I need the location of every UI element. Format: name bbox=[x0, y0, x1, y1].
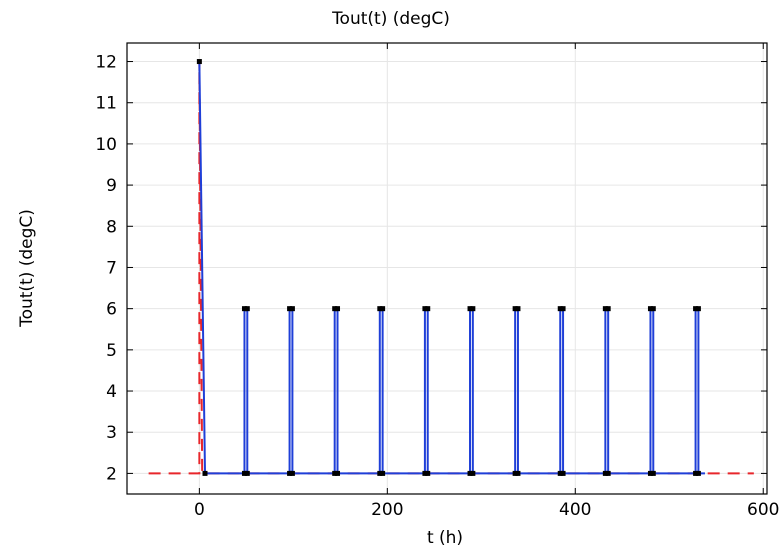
data-point-marker bbox=[196, 59, 202, 65]
data-point-marker bbox=[425, 470, 431, 476]
y-tick-label: 10 bbox=[95, 135, 117, 155]
data-point-marker bbox=[557, 306, 563, 312]
x-tick-label: 200 bbox=[371, 500, 403, 520]
y-axis-label: Tout(t) (degC) bbox=[17, 209, 37, 328]
data-point-marker bbox=[557, 470, 563, 476]
data-point-marker bbox=[289, 306, 295, 312]
data-point-marker bbox=[380, 470, 386, 476]
data-point-marker bbox=[380, 306, 386, 312]
data-point-marker bbox=[335, 306, 341, 312]
x-tick-label: 600 bbox=[747, 500, 779, 520]
data-point-marker bbox=[422, 470, 428, 476]
data-point-marker bbox=[602, 306, 608, 312]
data-point-marker bbox=[332, 306, 338, 312]
data-point-marker bbox=[425, 306, 431, 312]
y-tick-label: 9 bbox=[106, 176, 117, 196]
data-point-marker bbox=[560, 470, 566, 476]
data-point-marker bbox=[647, 470, 653, 476]
data-point-marker bbox=[241, 306, 247, 312]
data-point-marker bbox=[605, 306, 611, 312]
data-point-marker bbox=[244, 470, 250, 476]
y-tick-label: 6 bbox=[106, 300, 117, 320]
y-axis-ticks: 2 3 4 5 6 7 8 9 10 11 12 bbox=[95, 53, 767, 484]
data-point-marker bbox=[377, 470, 383, 476]
data-point-marker bbox=[693, 470, 699, 476]
y-tick-label: 11 bbox=[95, 94, 117, 114]
data-point-marker bbox=[467, 470, 473, 476]
x-axis-label: t (h) bbox=[427, 528, 463, 548]
data-point-marker bbox=[602, 470, 608, 476]
plot-markers bbox=[196, 59, 701, 476]
data-point-marker bbox=[470, 470, 476, 476]
data-point-marker bbox=[650, 306, 656, 312]
data-point-marker bbox=[335, 470, 341, 476]
data-point-marker bbox=[202, 470, 208, 476]
y-tick-label: 7 bbox=[106, 258, 117, 278]
data-point-marker bbox=[244, 306, 250, 312]
y-tick-label: 12 bbox=[95, 53, 117, 73]
data-point-marker bbox=[515, 306, 521, 312]
data-point-marker bbox=[241, 470, 247, 476]
data-point-marker bbox=[470, 306, 476, 312]
x-tick-label: 0 bbox=[194, 500, 205, 520]
data-point-marker bbox=[332, 470, 338, 476]
data-point-marker bbox=[422, 306, 428, 312]
data-point-marker bbox=[289, 470, 295, 476]
y-tick-label: 4 bbox=[106, 382, 117, 402]
data-point-marker bbox=[512, 470, 518, 476]
y-tick-label: 3 bbox=[106, 423, 117, 443]
data-point-marker bbox=[650, 470, 656, 476]
x-tick-label: 400 bbox=[559, 500, 591, 520]
data-point-marker bbox=[287, 470, 293, 476]
data-point-marker bbox=[693, 306, 699, 312]
data-point-marker bbox=[287, 306, 293, 312]
data-point-marker bbox=[605, 470, 611, 476]
data-point-marker bbox=[560, 306, 566, 312]
series-line-dashed bbox=[148, 61, 754, 475]
y-tick-label: 2 bbox=[106, 464, 117, 484]
grid bbox=[127, 43, 767, 494]
y-tick-label: 8 bbox=[106, 217, 117, 237]
data-point-marker bbox=[695, 306, 701, 312]
data-point-marker bbox=[377, 306, 383, 312]
data-point-marker bbox=[512, 306, 518, 312]
data-point-marker bbox=[647, 306, 653, 312]
x-axis-ticks: 0 200 400 600 bbox=[194, 43, 779, 520]
plot-frame bbox=[126, 42, 768, 495]
data-point-marker bbox=[467, 306, 473, 312]
data-point-marker bbox=[515, 470, 521, 476]
chart-title: Tout(t) (degC) bbox=[331, 9, 450, 29]
data-point-marker bbox=[695, 470, 701, 476]
y-tick-label: 5 bbox=[106, 341, 117, 361]
